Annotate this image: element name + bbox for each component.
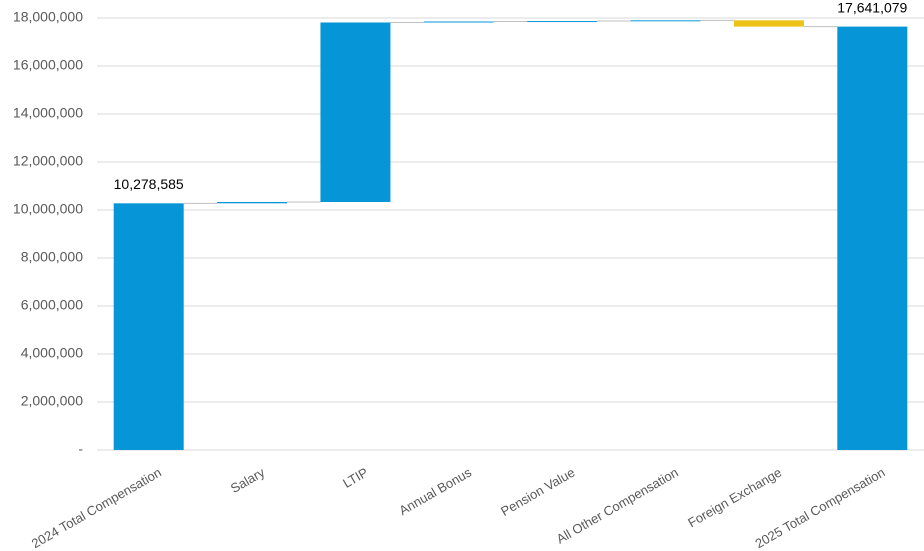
y-tick-label: - <box>78 441 83 457</box>
y-tick-label: 18,000,000 <box>13 9 83 25</box>
bar <box>837 26 908 450</box>
data-label: 10,278,585 <box>114 176 184 192</box>
x-tick-label: Annual Bonus <box>396 464 474 518</box>
x-tick-label: Foreign Exchange <box>685 465 784 531</box>
bar <box>217 201 288 204</box>
bar <box>113 203 184 450</box>
y-tick-label: 12,000,000 <box>13 153 83 169</box>
y-tick-label: 2,000,000 <box>21 393 83 409</box>
y-tick-label: 6,000,000 <box>21 297 83 313</box>
bar <box>320 22 391 202</box>
x-tick-label: LTIP <box>340 465 370 491</box>
bar <box>733 20 804 27</box>
data-label: 17,641,079 <box>837 0 907 15</box>
y-tick-label: 16,000,000 <box>13 57 83 73</box>
y-tick-label: 4,000,000 <box>21 345 83 361</box>
y-tick-label: 8,000,000 <box>21 249 83 265</box>
x-tick-label: 2024 Total Compensation <box>29 465 164 551</box>
x-tick-label: Pension Value <box>498 465 577 519</box>
y-tick-label: 10,000,000 <box>13 201 83 217</box>
x-tick-label: Salary <box>228 464 268 496</box>
bar <box>423 21 494 23</box>
bar <box>527 21 598 23</box>
bar <box>630 20 701 22</box>
y-tick-label: 14,000,000 <box>13 105 83 121</box>
